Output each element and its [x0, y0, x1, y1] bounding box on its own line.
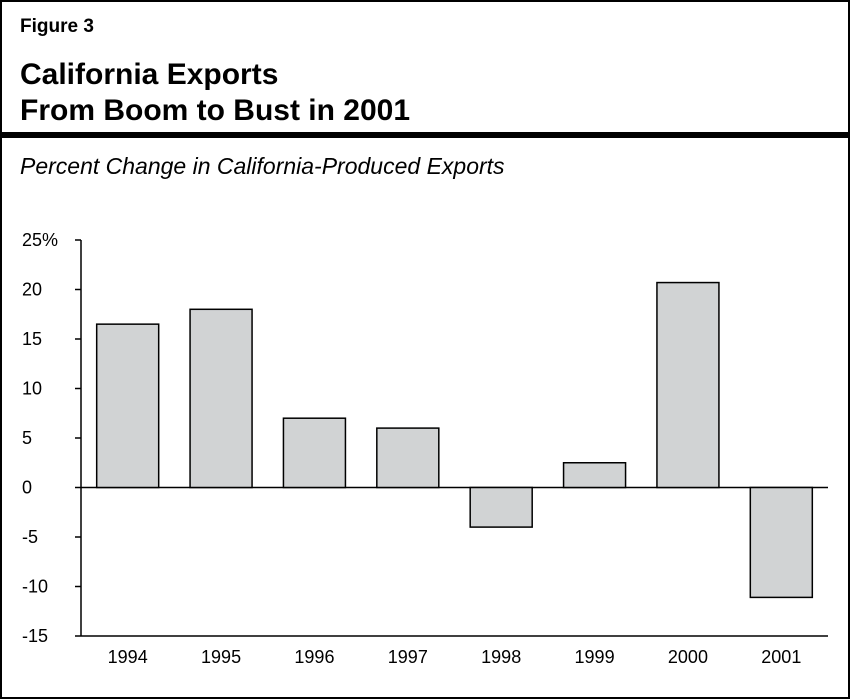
y-tick-label: 5	[22, 428, 32, 448]
y-tick-label: -5	[22, 527, 38, 547]
bar-1996	[282, 417, 347, 489]
bar-2001	[749, 486, 814, 599]
figure-label: Figure 3	[20, 16, 94, 37]
x-tick-label: 1994	[108, 647, 148, 667]
bar-2000	[656, 281, 720, 489]
x-tick-label: 1999	[575, 647, 615, 667]
title-line-1: California Exports	[20, 58, 279, 91]
bar-1997	[376, 427, 440, 489]
x-tick-label: 1998	[481, 647, 521, 667]
y-tick-label: 25%	[22, 230, 58, 250]
y-tick-label: -10	[22, 577, 48, 597]
y-tick-label: -15	[22, 626, 48, 646]
y-tick-label: 20	[22, 280, 42, 300]
x-tick-label: 2001	[761, 647, 801, 667]
x-tick-label: 1996	[294, 647, 334, 667]
bar-1998	[469, 486, 533, 528]
x-tick-label: 1995	[201, 647, 241, 667]
chart-subtitle: Percent Change in California-Produced Ex…	[20, 153, 505, 179]
x-tick-label: 1997	[388, 647, 428, 667]
figure-title: California Exports From Boom to Bust in …	[20, 57, 410, 129]
x-tick-label: 2000	[668, 647, 708, 667]
title-divider	[2, 132, 850, 138]
y-tick-label: 10	[22, 379, 42, 399]
y-tick-label: 0	[22, 478, 32, 498]
title-line-2: From Boom to Bust in 2001	[20, 94, 411, 127]
bar-1994	[95, 323, 160, 489]
bar-1999	[562, 462, 627, 489]
y-tick-label: 15	[22, 329, 42, 349]
bar-1995	[189, 308, 253, 489]
